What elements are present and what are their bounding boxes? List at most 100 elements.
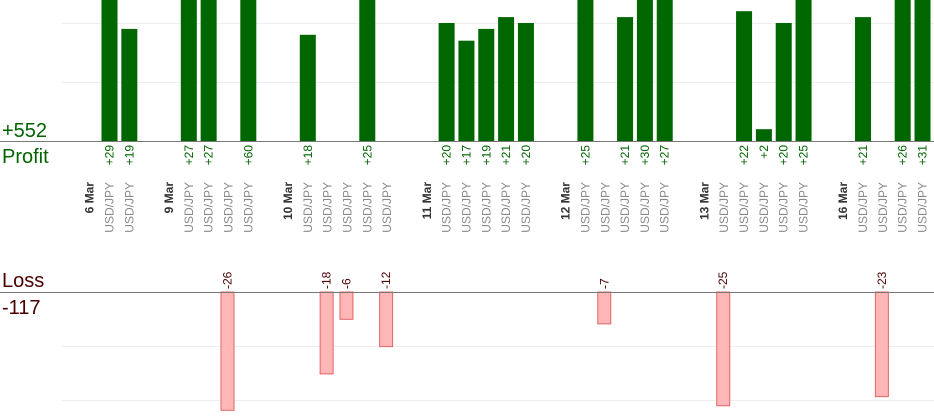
profit-value-label: +29 xyxy=(103,145,117,166)
loss-value-labels: -26 -18 -6 -12 -7 -25 -23 xyxy=(220,271,888,289)
profit-bar xyxy=(894,0,911,141)
profit-bar xyxy=(795,0,812,141)
instrument-label: USD/JPY xyxy=(797,182,811,233)
loss-value-label: -12 xyxy=(379,271,393,289)
instrument-label: USD/JPY xyxy=(440,182,454,233)
profit-value-label: +60 xyxy=(241,145,255,166)
date-label: 13 Mar xyxy=(697,182,711,220)
loss-value-label: -23 xyxy=(875,271,889,289)
date-label: 10 Mar xyxy=(281,182,295,220)
profit-bar xyxy=(180,0,197,141)
profit-bar xyxy=(636,0,653,141)
profit-value-label: +22 xyxy=(737,145,751,166)
instrument-label: USD/JPY xyxy=(618,182,632,233)
profit-total: +552 xyxy=(2,120,47,142)
loss-value-label: -25 xyxy=(716,271,730,289)
profit-bar xyxy=(617,17,634,142)
instrument-label: USD/JPY xyxy=(638,182,652,233)
profit-bar xyxy=(736,11,753,142)
instrument-label: USD/JPY xyxy=(340,182,354,233)
profit-value-label: +21 xyxy=(856,145,870,166)
instrument-label: USD/JPY xyxy=(916,182,930,233)
profit-value-label: +17 xyxy=(459,145,473,166)
instrument-label: USD/JPY xyxy=(321,182,335,233)
profit-value-label: +18 xyxy=(301,145,315,166)
instrument-label: USD/JPY xyxy=(578,182,592,233)
loss-total: -117 xyxy=(2,297,41,319)
instrument-label: USD/JPY xyxy=(221,182,235,233)
profit-value-label: +20 xyxy=(777,145,791,166)
profit-bar xyxy=(101,0,118,141)
loss-bars xyxy=(220,291,889,411)
profit-bar xyxy=(438,23,455,141)
loss-value-label: -7 xyxy=(597,278,611,289)
date-label: 11 Mar xyxy=(420,182,434,220)
loss-bar xyxy=(716,291,731,407)
loss-bar xyxy=(220,291,235,411)
profit-value-label: +19 xyxy=(122,145,136,166)
instrument-label: USD/JPY xyxy=(103,182,117,233)
profit-value-label: +27 xyxy=(182,145,196,166)
instrument-label: USD/JPY xyxy=(757,182,771,233)
profit-bar xyxy=(855,17,872,142)
profit-value-label: +26 xyxy=(896,145,910,166)
instrument-label: USD/JPY xyxy=(598,182,612,233)
profit-value-label: +30 xyxy=(638,145,652,166)
profit-value-label: +21 xyxy=(499,145,513,166)
profit-value-label: +25 xyxy=(578,145,592,166)
instrument-label: USD/JPY xyxy=(360,182,374,233)
profit-bar xyxy=(299,34,316,141)
profit-value-label: +20 xyxy=(440,145,454,166)
date-label: 16 Mar xyxy=(836,182,850,220)
loss-bar xyxy=(319,291,334,375)
loss-label: Loss xyxy=(2,270,44,292)
instrument-label: USD/JPY xyxy=(380,182,394,233)
date-label: 9 Mar xyxy=(162,182,176,214)
instrument-label: USD/JPY xyxy=(459,182,473,233)
profit-bar xyxy=(914,0,931,141)
instrument-label: USD/JPY xyxy=(737,182,751,233)
instrument-label: USD/JPY xyxy=(182,182,196,233)
loss-bar xyxy=(339,291,354,320)
profit-value-label: +27 xyxy=(202,145,216,166)
loss-value-label: -26 xyxy=(220,271,234,289)
profit-bar xyxy=(458,40,475,142)
profit-bar xyxy=(775,23,792,141)
profit-value-label: +27 xyxy=(658,145,672,166)
instrument-label: USD/JPY xyxy=(856,182,870,233)
instrument-label: USD/JPY xyxy=(519,182,533,233)
profit-bar xyxy=(755,129,772,141)
loss-bar xyxy=(597,291,612,325)
profit-bar xyxy=(200,0,217,141)
instrument-label: USD/JPY xyxy=(202,182,216,233)
profit-bar xyxy=(498,17,515,142)
instrument-label: USD/JPY xyxy=(876,182,890,233)
profit-value-label: +21 xyxy=(618,145,632,166)
profit-value-label: +2 xyxy=(757,145,771,159)
profit-value-label: +31 xyxy=(916,145,930,166)
instrument-label: USD/JPY xyxy=(122,182,136,233)
instrument-label: USD/JPY xyxy=(717,182,731,233)
profit-bar xyxy=(359,0,376,141)
profit-label: Profit xyxy=(2,146,49,168)
instrument-label: USD/JPY xyxy=(658,182,672,233)
loss-value-label: -18 xyxy=(320,271,334,289)
date-label: 6 Mar xyxy=(83,182,97,214)
instrument-label: USD/JPY xyxy=(479,182,493,233)
instrument-label: USD/JPY xyxy=(499,182,513,233)
profit-bars xyxy=(101,0,931,142)
instrument-label: USD/JPY xyxy=(777,182,791,233)
date-label: 12 Mar xyxy=(559,182,573,220)
profit-bar xyxy=(517,23,534,141)
instrument-label: USD/JPY xyxy=(241,182,255,233)
profit-value-label: +25 xyxy=(797,145,811,166)
profit-value-label: +20 xyxy=(519,145,533,166)
loss-bar xyxy=(874,291,889,398)
profit-bar xyxy=(121,28,138,141)
profit-bar xyxy=(240,0,257,141)
profit-bar xyxy=(577,0,594,141)
loss-value-label: -6 xyxy=(339,278,353,289)
profit-bar xyxy=(656,0,673,141)
profit-value-labels: +29 +19 +27 +27 +60 +18 +25 +20 +17 +19 +21 +20 +25 +… xyxy=(103,145,930,166)
